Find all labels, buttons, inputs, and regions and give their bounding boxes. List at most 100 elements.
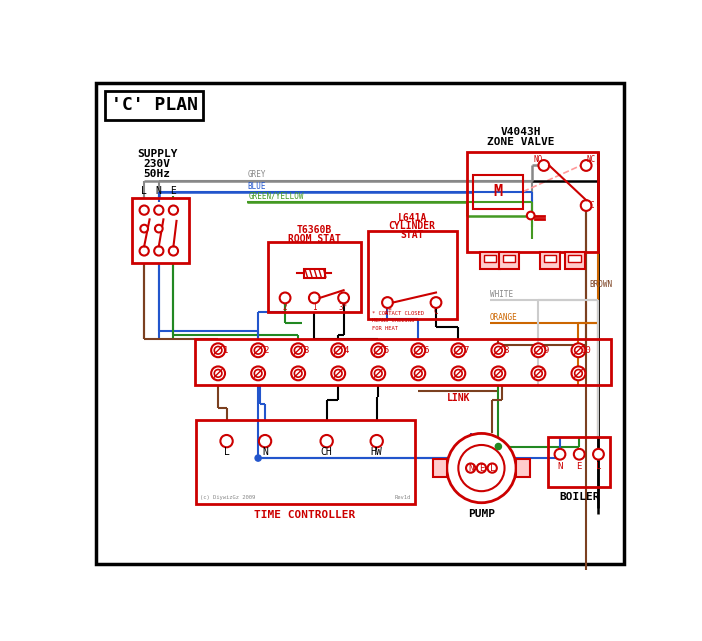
Circle shape	[466, 463, 475, 472]
Circle shape	[211, 344, 225, 357]
Circle shape	[214, 346, 222, 354]
Text: C: C	[589, 201, 594, 210]
Circle shape	[414, 346, 422, 354]
Circle shape	[168, 246, 178, 256]
Circle shape	[334, 346, 342, 354]
Text: N: N	[262, 447, 268, 457]
Circle shape	[535, 370, 542, 377]
Bar	[503, 254, 515, 263]
Bar	[569, 254, 581, 263]
Circle shape	[495, 346, 502, 354]
Text: N: N	[557, 462, 563, 471]
Circle shape	[451, 344, 465, 357]
Text: * CONTACT CLOSED: * CONTACT CLOSED	[372, 311, 424, 315]
Bar	[369, 231, 457, 319]
Text: FOR HEAT: FOR HEAT	[372, 326, 398, 331]
Text: 8: 8	[503, 345, 509, 354]
Text: 7: 7	[463, 345, 469, 354]
Text: 'C' PLAN: 'C' PLAN	[111, 96, 198, 114]
Text: LINK: LINK	[446, 393, 470, 403]
Circle shape	[575, 346, 582, 354]
Bar	[105, 91, 204, 120]
Circle shape	[575, 370, 582, 377]
Text: SUPPLY: SUPPLY	[137, 149, 178, 159]
Circle shape	[374, 370, 382, 377]
Bar	[548, 437, 610, 487]
Circle shape	[495, 370, 502, 377]
Circle shape	[155, 225, 163, 233]
Text: E: E	[479, 463, 484, 472]
Text: 10: 10	[581, 345, 592, 354]
Text: BOILER: BOILER	[559, 492, 600, 501]
Circle shape	[140, 246, 149, 256]
Circle shape	[291, 344, 305, 357]
Circle shape	[531, 367, 545, 380]
Bar	[467, 152, 597, 252]
Text: Rev1d: Rev1d	[395, 495, 411, 501]
Text: 3: 3	[303, 345, 309, 354]
Circle shape	[214, 370, 222, 377]
Circle shape	[140, 206, 149, 215]
Circle shape	[571, 344, 585, 357]
Circle shape	[571, 367, 585, 380]
Text: C: C	[434, 307, 438, 316]
Circle shape	[154, 206, 164, 215]
Text: 1: 1	[223, 345, 228, 354]
Circle shape	[251, 367, 265, 380]
Circle shape	[294, 370, 302, 377]
Circle shape	[411, 367, 425, 380]
Circle shape	[168, 206, 178, 215]
Text: BLUE: BLUE	[247, 182, 266, 191]
Circle shape	[140, 225, 148, 233]
Circle shape	[574, 449, 585, 460]
Text: ORANGE: ORANGE	[490, 313, 517, 322]
Bar	[303, 269, 325, 278]
Text: L: L	[596, 462, 601, 471]
Bar	[480, 252, 500, 269]
Circle shape	[430, 297, 442, 308]
Bar	[564, 252, 585, 269]
Text: 9: 9	[543, 345, 549, 354]
Circle shape	[555, 449, 565, 460]
Circle shape	[477, 463, 486, 472]
Circle shape	[254, 346, 262, 354]
Circle shape	[458, 445, 505, 491]
Circle shape	[581, 160, 592, 171]
Text: CH: CH	[321, 447, 333, 457]
Text: BROWN: BROWN	[589, 280, 612, 289]
Text: GREY: GREY	[247, 171, 266, 179]
Circle shape	[411, 344, 425, 357]
Circle shape	[371, 344, 385, 357]
Text: CYLINDER: CYLINDER	[389, 221, 436, 231]
Circle shape	[255, 455, 261, 461]
Text: ZONE VALVE: ZONE VALVE	[487, 137, 555, 147]
Bar	[544, 254, 556, 263]
Circle shape	[254, 370, 262, 377]
Circle shape	[259, 435, 271, 447]
Circle shape	[331, 367, 345, 380]
Circle shape	[414, 370, 422, 377]
Text: V4043H: V4043H	[501, 128, 541, 137]
Text: 4: 4	[343, 345, 349, 354]
Circle shape	[446, 433, 516, 503]
Text: TIME CONTROLLER: TIME CONTROLLER	[255, 510, 356, 520]
Text: WHITE: WHITE	[490, 290, 513, 299]
Circle shape	[291, 367, 305, 380]
Text: (c) DiywizGz 2009: (c) DiywizGz 2009	[199, 495, 255, 501]
Bar	[540, 252, 560, 269]
Circle shape	[211, 367, 225, 380]
Text: N: N	[156, 186, 161, 196]
Circle shape	[154, 246, 164, 256]
Circle shape	[382, 297, 393, 308]
Text: 1: 1	[312, 303, 317, 312]
Circle shape	[535, 346, 542, 354]
Bar	[473, 175, 523, 210]
Text: L: L	[141, 186, 147, 196]
Text: E: E	[576, 462, 582, 471]
Circle shape	[491, 367, 505, 380]
Bar	[433, 459, 446, 478]
Text: L: L	[489, 463, 495, 472]
Text: 2: 2	[283, 303, 287, 312]
Circle shape	[454, 370, 462, 377]
Text: 3*: 3*	[339, 303, 348, 312]
